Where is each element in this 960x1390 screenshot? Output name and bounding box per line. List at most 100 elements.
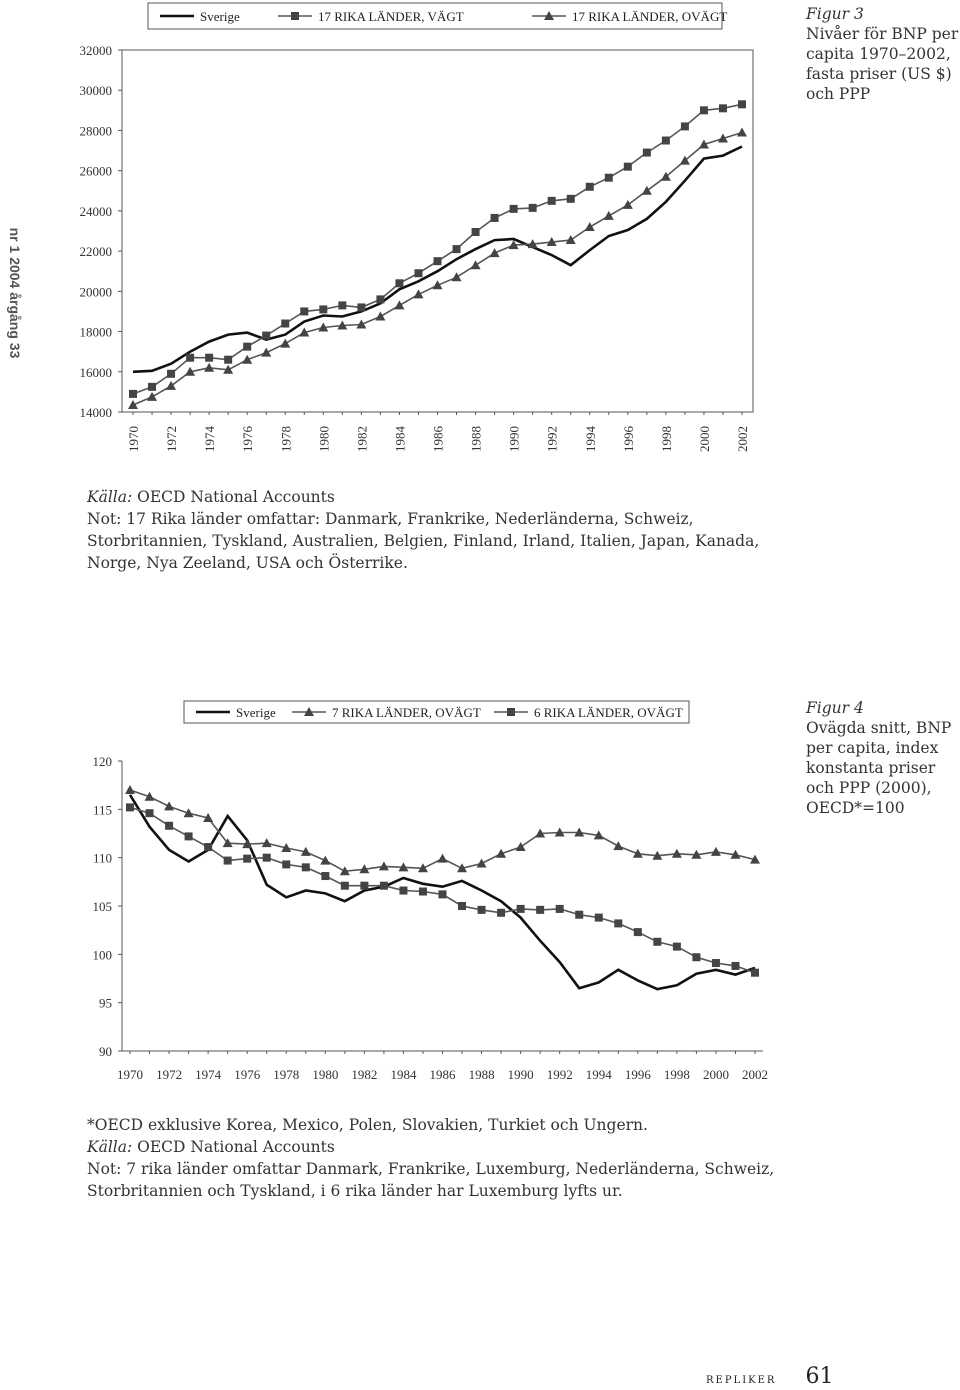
fig4-data-point xyxy=(399,886,408,895)
fig4-data-point xyxy=(710,846,721,856)
fig3-data-point xyxy=(242,354,253,364)
fig3-data-point xyxy=(717,133,728,143)
fig4-data-point xyxy=(516,904,525,913)
fig4-data-point xyxy=(398,862,409,872)
fig4-data-point xyxy=(652,850,663,860)
figure4-caption: Figur 4 Ovägda snitt, BNP per capita, in… xyxy=(806,698,956,818)
fig4-data-point xyxy=(144,791,155,801)
fig4-data-point xyxy=(653,937,662,946)
fig3-x-tick-label: 2002 xyxy=(735,426,750,452)
fig4-x-tick-label: 1976 xyxy=(234,1067,261,1082)
fig4-data-point xyxy=(125,785,135,794)
fig3-data-point xyxy=(261,347,272,357)
fig3-data-point xyxy=(186,353,195,362)
fig3-data-point xyxy=(489,248,500,258)
fig3-data-point xyxy=(680,122,689,131)
fig4-x-tick-label: 1996 xyxy=(625,1067,652,1082)
fig3-data-point xyxy=(147,391,158,401)
fig3-data-point xyxy=(623,162,632,171)
fig4-data-point xyxy=(593,830,604,840)
fig3-series-3 xyxy=(128,127,747,409)
fig4-data-point xyxy=(555,904,564,913)
fig4-y-tick-label: 110 xyxy=(93,851,112,866)
fig3-y-tick-label: 28000 xyxy=(80,123,113,138)
fig3-data-point xyxy=(262,331,271,340)
fig3-data-point xyxy=(395,279,404,288)
fig3-data-point xyxy=(223,364,234,374)
fig4-x-tick-label: 1970 xyxy=(117,1067,143,1082)
fig3-data-point xyxy=(527,239,538,249)
fig4-y-tick-label: 120 xyxy=(93,754,113,769)
fig3-data-point xyxy=(376,295,385,304)
fig3-data-point xyxy=(185,366,196,376)
fig4-data-point xyxy=(183,808,194,818)
fig3-data-point xyxy=(604,173,613,182)
fig3-data-point xyxy=(166,380,177,390)
fig4-x-tick-label: 1980 xyxy=(312,1067,338,1082)
fig3-data-point xyxy=(394,300,405,310)
fig4-data-point xyxy=(536,905,545,914)
fig4-x-tick-label: 1988 xyxy=(469,1067,495,1082)
fig3-data-point xyxy=(547,196,556,205)
fig3-x-tick-label: 1986 xyxy=(431,426,446,453)
fig4-data-point xyxy=(184,832,193,841)
fig4-data-point xyxy=(418,887,427,896)
figure4-chart: 90 95 100 105 110 115 120 1970 1972 1974 1976 1978 1… xyxy=(93,700,768,1082)
fig3-data-point xyxy=(641,185,652,195)
figure3-caption-body: Nivåer för BNP per capita 1970–2002, fas… xyxy=(806,25,959,103)
fig3-data-point xyxy=(148,382,157,391)
fig3-y-tick-label: 16000 xyxy=(80,365,113,380)
fig3-data-point xyxy=(432,280,443,290)
fig3-legend: Sverige 17 RIKA LÄNDER, VÄGT 17 RIKA LÄNDE… xyxy=(147,2,727,30)
fig3-data-point xyxy=(243,342,252,351)
fig3-x-tick-label: 1988 xyxy=(469,426,484,452)
fig4-data-point xyxy=(711,959,720,968)
fig3-x-tick-label: 1982 xyxy=(354,426,369,452)
fig4-x-tick-label: 1990 xyxy=(508,1067,534,1082)
fig3-x-tick-label: 1980 xyxy=(316,426,331,452)
figure3-source: OECD National Accounts xyxy=(137,488,335,506)
fig3-legend-label: 17 RIKA LÄNDER, OVÄGT xyxy=(572,9,727,24)
fig3-data-point xyxy=(528,203,537,212)
fig3-legend-item: 17 RIKA LÄNDER, OVÄGT xyxy=(532,9,727,24)
figure4-caption-title: Figur 4 xyxy=(806,699,864,717)
fig3-data-point xyxy=(204,362,215,372)
fig3-data-point xyxy=(470,260,481,270)
fig4-data-point xyxy=(281,843,292,852)
fig4-data-point xyxy=(417,863,428,873)
fig4-data-point xyxy=(261,838,272,848)
fig3-series-line xyxy=(132,131,743,406)
fig4-data-point xyxy=(300,846,311,856)
fig4-legend-item: 6 RIKA LÄNDER, OVÄGT xyxy=(494,705,683,720)
fig3-data-point xyxy=(281,319,290,328)
fig4-data-point xyxy=(632,848,643,858)
fig3-data-point xyxy=(129,389,137,398)
fig4-data-point xyxy=(243,854,252,863)
fig4-data-point xyxy=(613,841,624,851)
fig4-data-point xyxy=(575,910,584,919)
fig3-data-point xyxy=(585,182,594,191)
fig3-series-1 xyxy=(132,145,743,374)
fig3-legend-item: 17 RIKA LÄNDER, VÄGT xyxy=(278,9,464,24)
fig3-data-point xyxy=(224,355,233,364)
fig3-y-tick-label: 26000 xyxy=(80,164,113,179)
fig4-data-point xyxy=(164,801,175,811)
fig4-data-point xyxy=(301,863,310,872)
fig3-data-point xyxy=(699,106,708,115)
fig4-legend-label: 7 RIKA LÄNDER, OVÄGT xyxy=(332,705,481,720)
fig3-data-point xyxy=(338,301,347,310)
fig3-data-point xyxy=(319,305,328,314)
fig3-y-tick-label: 18000 xyxy=(80,325,113,340)
fig4-data-point xyxy=(477,905,486,914)
fig3-data-point xyxy=(642,148,651,157)
fig4-y-tick-label: 90 xyxy=(99,1044,112,1059)
fig4-data-point xyxy=(242,839,253,849)
fig3-data-point xyxy=(337,320,348,330)
fig4-data-point xyxy=(321,872,330,881)
fig4-data-point xyxy=(633,928,642,937)
fig3-data-point xyxy=(584,221,595,231)
page-number: 61 xyxy=(805,1364,834,1389)
fig3-data-point xyxy=(546,237,557,247)
figure3-source-label: Källa: xyxy=(87,488,133,506)
fig3-legend-marker xyxy=(544,11,554,20)
